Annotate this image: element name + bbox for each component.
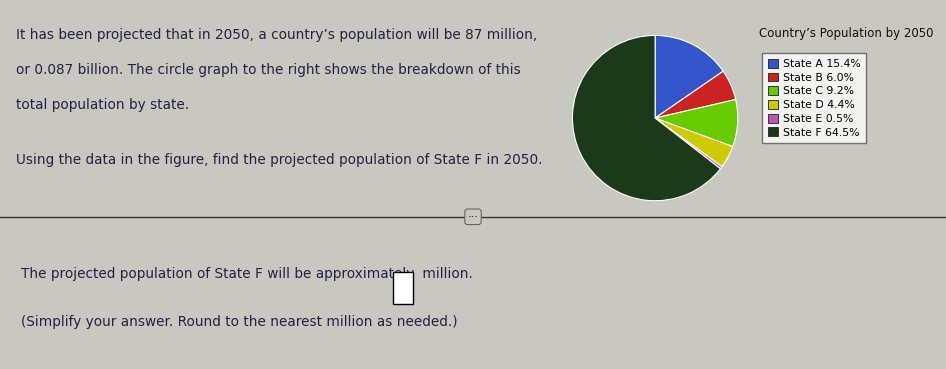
- Text: Country’s Population by 2050: Country’s Population by 2050: [760, 27, 934, 40]
- Text: (Simplify your answer. Round to the nearest million as needed.): (Simplify your answer. Round to the near…: [21, 315, 458, 329]
- Wedge shape: [655, 118, 722, 169]
- Text: The projected population of State F will be approximately: The projected population of State F will…: [21, 267, 414, 281]
- Text: or 0.087 billion. The circle graph to the right shows the breakdown of this: or 0.087 billion. The circle graph to th…: [16, 63, 520, 77]
- Bar: [393, 272, 413, 304]
- Text: It has been projected that in 2050, a country’s population will be 87 million,: It has been projected that in 2050, a co…: [16, 28, 537, 42]
- Text: ···: ···: [467, 212, 479, 222]
- Text: Using the data in the figure, find the projected population of State F in 2050.: Using the data in the figure, find the p…: [16, 153, 542, 167]
- Text: total population by state.: total population by state.: [16, 97, 189, 111]
- Wedge shape: [655, 71, 736, 118]
- Text: million.: million.: [418, 267, 473, 281]
- Legend: State A 15.4%, State B 6.0%, State C 9.2%, State D 4.4%, State E 0.5%, State F 6: State A 15.4%, State B 6.0%, State C 9.2…: [762, 54, 866, 143]
- Wedge shape: [655, 118, 733, 167]
- Wedge shape: [655, 100, 738, 146]
- Wedge shape: [655, 35, 723, 118]
- Wedge shape: [572, 35, 721, 201]
